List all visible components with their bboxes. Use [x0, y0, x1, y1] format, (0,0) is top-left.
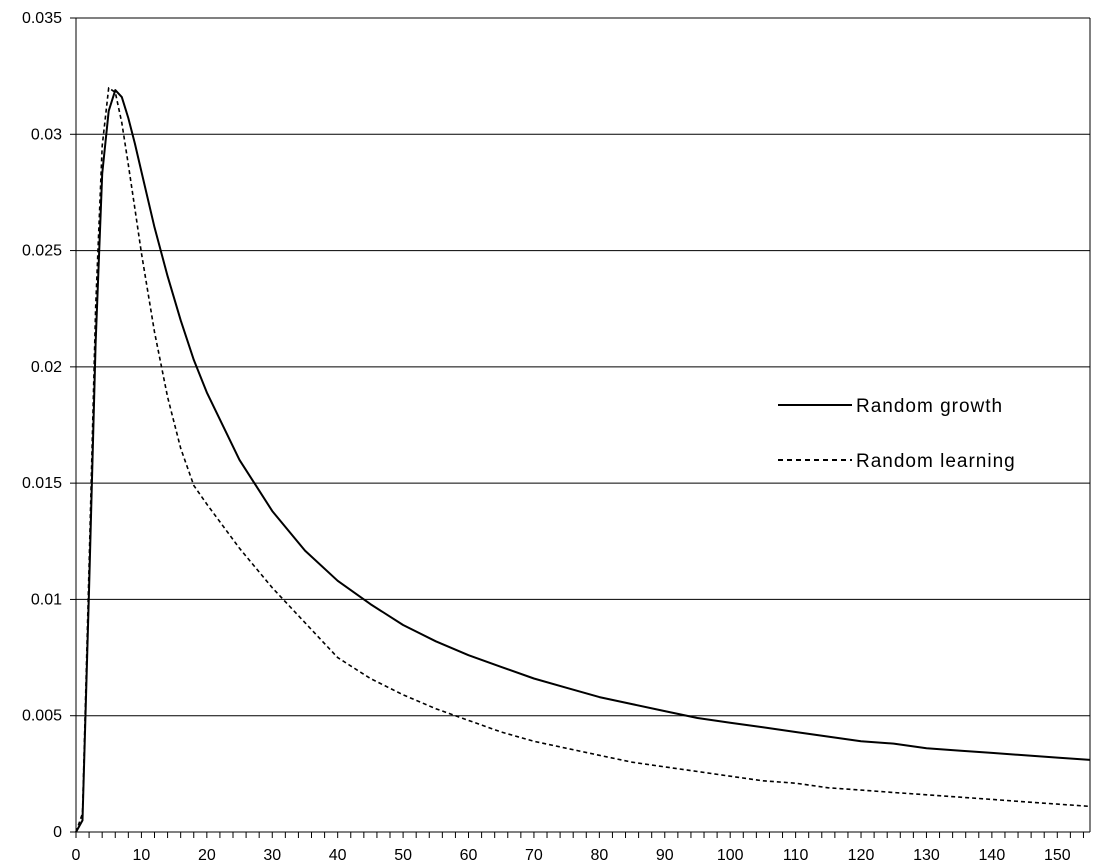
x-tick-label: 70 [525, 847, 543, 864]
x-tick-label: 10 [133, 847, 151, 864]
y-tick-label: 0.015 [22, 475, 62, 492]
x-tick-label: 60 [460, 847, 478, 864]
x-tick-label: 0 [72, 847, 81, 864]
y-tick-label: 0.005 [22, 708, 62, 725]
y-tick-label: 0.025 [22, 243, 62, 260]
x-tick-label: 20 [198, 847, 216, 864]
series-line-random-learning [75, 87, 1091, 833]
y-tick-label: 0 [53, 824, 62, 841]
x-tick-label: 120 [848, 847, 875, 864]
series-lines [75, 87, 1091, 833]
series-line-random-growth [75, 89, 1091, 833]
grid-lines [76, 17, 1090, 717]
x-tick-label: 40 [329, 847, 347, 864]
x-tick-label: 50 [394, 847, 412, 864]
legend: Random growth Random learning [778, 396, 1016, 472]
x-tick-label: 110 [783, 847, 809, 864]
x-tick-label: 130 [913, 847, 940, 864]
y-tick-label: 0.035 [22, 10, 62, 27]
x-tick-label: 100 [717, 847, 744, 864]
legend-label-random-learning: Random learning [856, 451, 1016, 472]
x-tick-label: 140 [979, 847, 1006, 864]
x-tick-label: 80 [590, 847, 608, 864]
x-tick-label: 150 [1044, 847, 1071, 864]
x-tick-label: 90 [656, 847, 674, 864]
y-tick-label: 0.01 [31, 591, 62, 608]
y-tick-label: 0.03 [31, 126, 62, 143]
axes: 0 0.005 0.01 0.015 0.02 0.025 0.03 0.035 0 10 20 30… [22, 10, 1091, 864]
legend-label-random-growth: Random growth [856, 396, 1003, 417]
y-tick-label: 0.02 [31, 359, 62, 376]
x-tick-label: 30 [263, 847, 281, 864]
